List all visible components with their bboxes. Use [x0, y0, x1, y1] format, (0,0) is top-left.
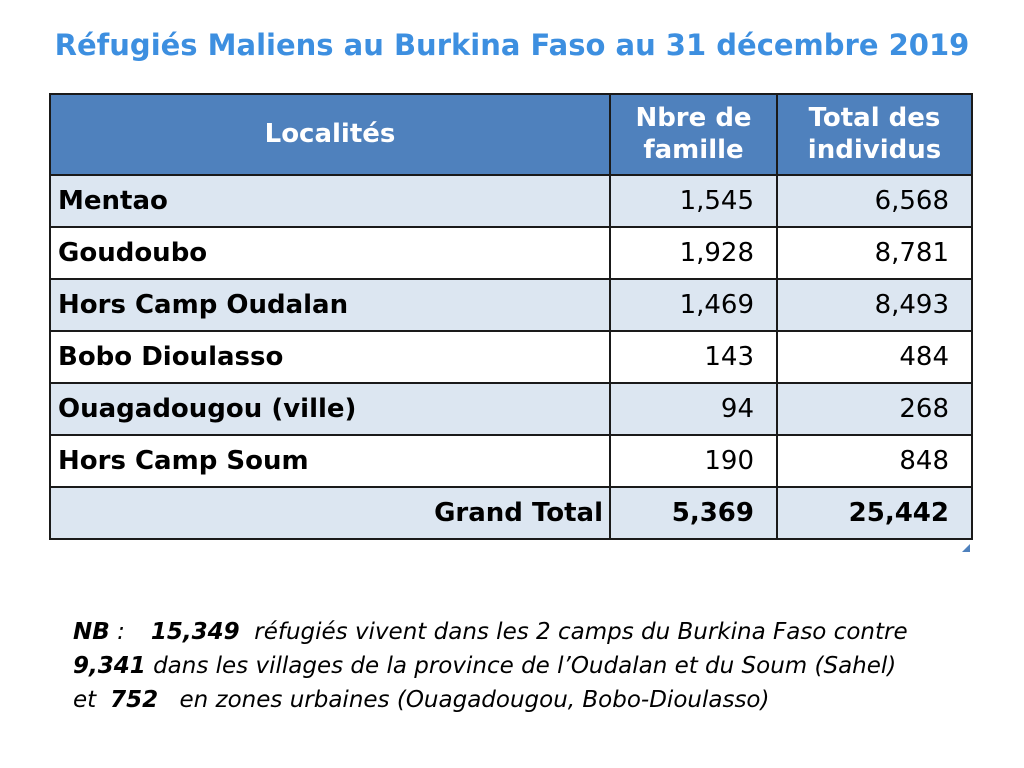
- row-families: 190: [609, 434, 778, 488]
- header-nbre-famille: Nbre de famille: [609, 93, 778, 176]
- row-families: 1,545: [609, 174, 778, 228]
- note-label: NB: [73, 619, 110, 645]
- grand-total-individuals: 25,442: [776, 486, 973, 540]
- row-families: 94: [609, 382, 778, 436]
- row-location: Hors Camp Soum: [49, 434, 611, 488]
- row-individuals: 8,493: [776, 278, 973, 332]
- note-text-1: réfugiés vivent dans les 2 camps du Burk…: [254, 619, 908, 645]
- table-row: Mentao 1,545 6,568: [49, 174, 973, 228]
- table-resize-handle: [962, 544, 970, 552]
- note-text-2: dans les villages de la province de l’Ou…: [73, 653, 897, 713]
- table-row: Goudoubo 1,928 8,781: [49, 226, 973, 280]
- table-row: Hors Camp Soum 190 848: [49, 434, 973, 488]
- header-total-individus: Total des individus: [776, 93, 973, 176]
- camps-count: 15,349: [150, 619, 240, 645]
- footnote: NB :15,349 réfugiés vivent dans les 2 ca…: [73, 615, 923, 717]
- note-colon: :: [109, 619, 125, 645]
- grand-total-row: Grand Total 5,369 25,442: [49, 486, 973, 540]
- table-header-row: Localités Nbre de famille Total des indi…: [49, 93, 973, 176]
- refugee-table: Localités Nbre de famille Total des indi…: [49, 93, 973, 540]
- row-location: Hors Camp Oudalan: [49, 278, 611, 332]
- row-individuals: 6,568: [776, 174, 973, 228]
- row-location: Mentao: [49, 174, 611, 228]
- row-families: 1,469: [609, 278, 778, 332]
- grand-total-families: 5,369: [609, 486, 778, 540]
- row-location: Ouagadougou (ville): [49, 382, 611, 436]
- row-individuals: 268: [776, 382, 973, 436]
- row-location: Bobo Dioulasso: [49, 330, 611, 384]
- note-text-3: en zones urbaines (Ouagadougou, Bobo-Dio…: [179, 687, 770, 713]
- header-localites: Localités: [49, 93, 611, 176]
- row-individuals: 484: [776, 330, 973, 384]
- row-families: 1,928: [609, 226, 778, 280]
- table-row: Ouagadougou (ville) 94 268: [49, 382, 973, 436]
- villages-count: 9,341: [73, 653, 146, 679]
- row-families: 143: [609, 330, 778, 384]
- urban-count: 752: [110, 687, 159, 713]
- row-location: Goudoubo: [49, 226, 611, 280]
- page-title: Réfugiés Maliens au Burkina Faso au 31 d…: [54, 28, 970, 62]
- table-row: Bobo Dioulasso 143 484: [49, 330, 973, 384]
- row-individuals: 8,781: [776, 226, 973, 280]
- row-individuals: 848: [776, 434, 973, 488]
- table-row: Hors Camp Oudalan 1,469 8,493: [49, 278, 973, 332]
- grand-total-label: Grand Total: [49, 486, 611, 540]
